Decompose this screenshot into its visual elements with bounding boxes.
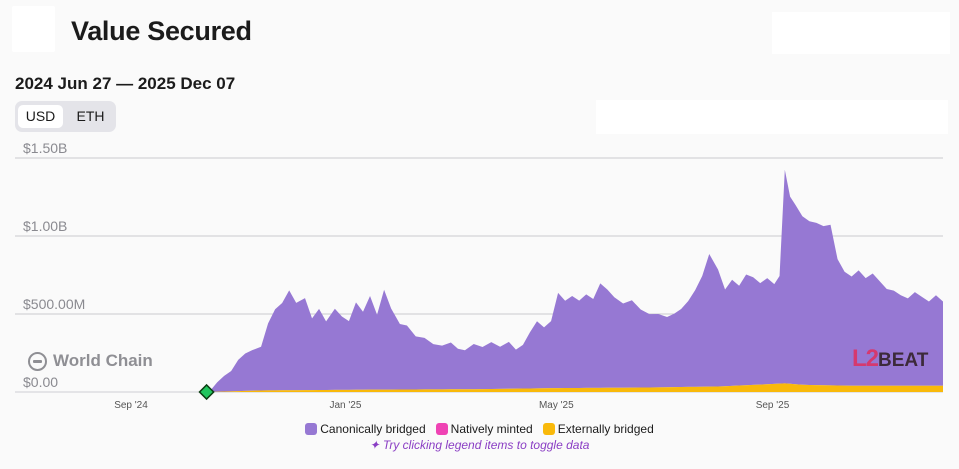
legend-item-canonically-bridged[interactable]: Canonically bridged	[305, 422, 426, 436]
x-tick-label: Sep '25	[756, 400, 790, 411]
page-title: Value Secured	[71, 16, 252, 46]
legend-label-externally-bridged: Externally bridged	[557, 422, 654, 436]
legend-swatch-natively-minted	[435, 423, 448, 435]
value-secured-chart: $0.00 $500.00M $1.00B $1.50B Sep '24 Jan '25 M…	[15, 140, 944, 411]
axis-layer: $0.00 $500.00M $1.00B $1.50B Sep '24 Jan '25 M…	[23, 140, 790, 411]
currency-usd-button[interactable]: USD	[18, 105, 63, 128]
currency-eth-button[interactable]: ETH	[76, 108, 105, 124]
area-canonically-bridged	[206, 169, 944, 392]
y-tick-label: $1.50B	[23, 140, 67, 156]
header-controls-placeholder	[772, 12, 950, 54]
legend-item-externally-bridged[interactable]: Externally bridged	[542, 422, 654, 436]
x-tick-label: May '25	[539, 400, 574, 411]
legend-swatch-externally-bridged	[542, 423, 555, 435]
l2beat-logo-l2: L2	[852, 345, 879, 372]
legend-label-natively-minted: Natively minted	[450, 422, 533, 436]
l2beat-logo-beat: BEAT	[878, 350, 929, 371]
legend-swatch-canonically-bridged	[305, 423, 318, 435]
pointer-icon: ✦	[369, 438, 383, 452]
legend-hint-text: Try clicking legend items to toggle data	[382, 438, 590, 452]
x-tick-label: Sep '24	[114, 400, 148, 411]
chart-watermark: World Chain	[28, 351, 153, 371]
area-externally-bridged	[206, 383, 944, 392]
world-chain-icon	[28, 351, 47, 371]
series-layer	[206, 169, 944, 392]
chart-legend: Canonically bridged Natively minted Exte…	[0, 422, 959, 436]
currency-toggle: USD ETH	[15, 101, 116, 132]
y-tick-label: $1.00B	[23, 218, 67, 234]
legend-item-natively-minted[interactable]: Natively minted	[435, 422, 533, 436]
date-range: 2024 Jun 27 — 2025 Dec 07	[15, 74, 236, 93]
legend-hint: ✦ Try clicking legend items to toggle da…	[0, 438, 959, 452]
l2beat-logo: L2BEAT	[852, 345, 928, 373]
y-tick-label: $500.00M	[23, 296, 85, 312]
watermark-project-name: World Chain	[53, 351, 153, 370]
project-logo	[12, 6, 55, 52]
x-tick-label: Jan '25	[329, 400, 361, 411]
range-controls-placeholder	[596, 100, 948, 134]
legend-label-canonically-bridged: Canonically bridged	[320, 422, 426, 436]
y-tick-label: $0.00	[23, 374, 58, 390]
chart-start-marker[interactable]	[198, 383, 215, 401]
